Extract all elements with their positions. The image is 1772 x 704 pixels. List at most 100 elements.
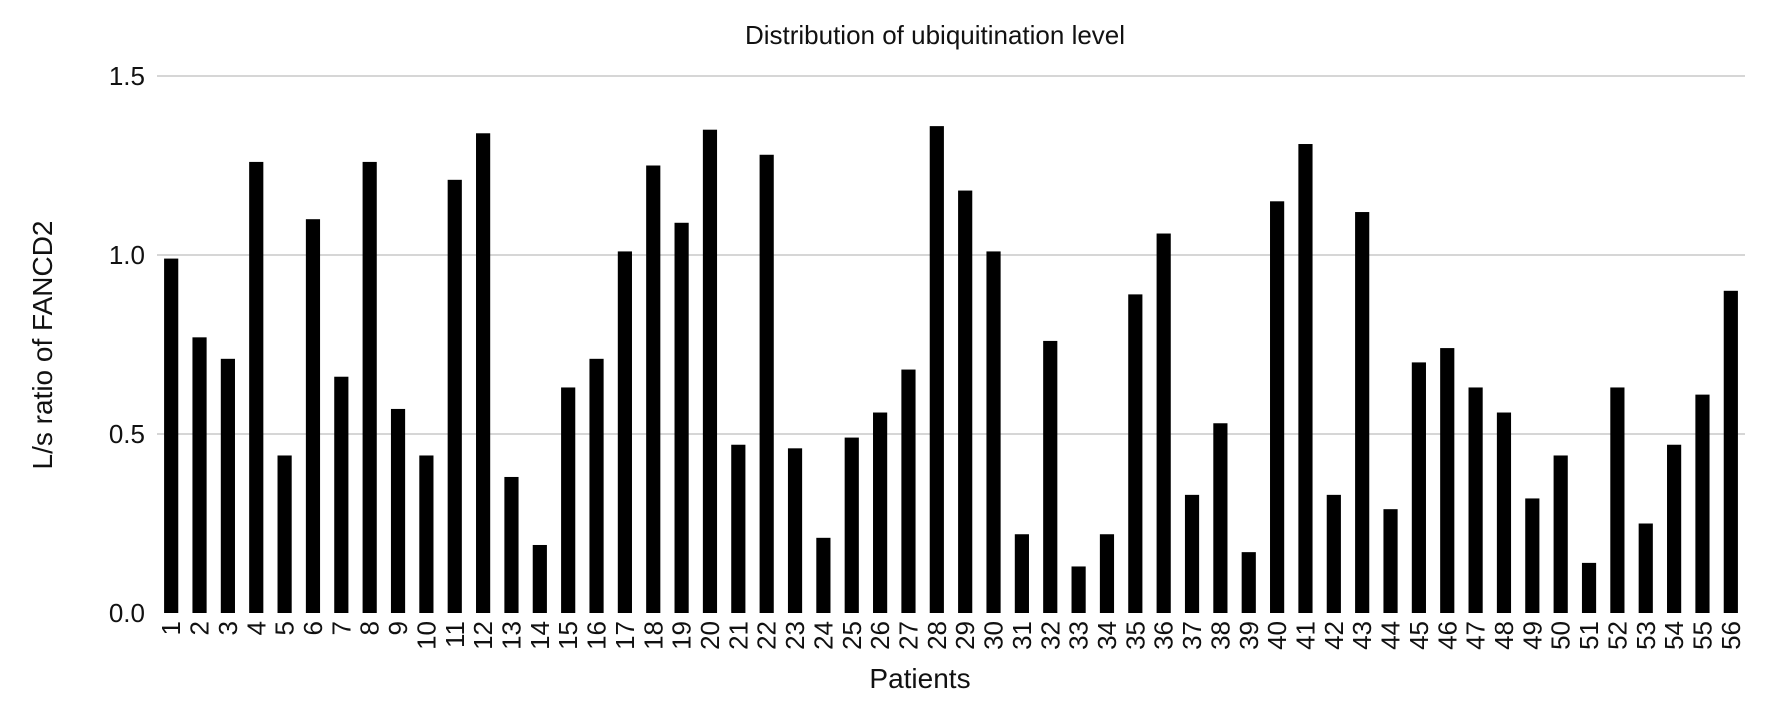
x-tick-label: 35 bbox=[1120, 621, 1150, 650]
x-tick-label: 30 bbox=[979, 621, 1009, 650]
x-tick-label: 7 bbox=[326, 621, 356, 635]
bar-patient-28 bbox=[929, 126, 944, 614]
x-tick-label: 54 bbox=[1659, 621, 1689, 650]
x-tick-label: 55 bbox=[1687, 621, 1717, 650]
x-tick-label: 25 bbox=[837, 621, 867, 650]
bar-patient-41 bbox=[1298, 144, 1313, 613]
bar-patient-50 bbox=[1553, 455, 1568, 613]
x-tick-label: 13 bbox=[496, 621, 526, 650]
x-tick-label: 10 bbox=[411, 621, 441, 650]
x-tick-label: 1 bbox=[156, 621, 186, 635]
bar-patient-25 bbox=[844, 437, 859, 613]
bar-patient-36 bbox=[1156, 233, 1171, 613]
x-tick-label: 40 bbox=[1262, 621, 1292, 650]
bar-patient-10 bbox=[419, 455, 434, 613]
x-tick-label: 14 bbox=[525, 621, 555, 650]
x-tick-label: 16 bbox=[582, 621, 612, 650]
bar-patient-37 bbox=[1184, 494, 1200, 613]
bar-patient-23 bbox=[787, 448, 803, 613]
bar-patient-49 bbox=[1525, 498, 1540, 613]
x-tick-label: 15 bbox=[553, 621, 583, 650]
x-tick-label: 24 bbox=[808, 621, 838, 650]
bar-patient-13 bbox=[504, 476, 519, 613]
x-tick-label: 31 bbox=[1007, 621, 1037, 650]
x-tick-label: 33 bbox=[1064, 621, 1094, 650]
x-tick-label: 3 bbox=[213, 621, 243, 635]
x-tick-label: 4 bbox=[241, 621, 271, 635]
y-axis-label: L/s ratio of FANCD2 bbox=[27, 221, 58, 470]
x-tick-label: 2 bbox=[185, 621, 215, 635]
y-tick-label: 1.5 bbox=[109, 61, 145, 91]
x-tick-label: 6 bbox=[298, 621, 328, 635]
bar-patient-52 bbox=[1610, 387, 1625, 613]
bar-patient-3 bbox=[220, 358, 235, 613]
x-tick-label: 37 bbox=[1177, 621, 1207, 650]
bar-patient-45 bbox=[1411, 362, 1426, 613]
x-axis-ticks: 1234567891011121314151617181920212223242… bbox=[156, 621, 1746, 650]
bar-patient-8 bbox=[362, 161, 377, 614]
x-tick-label: 23 bbox=[780, 621, 810, 650]
x-tick-label: 51 bbox=[1574, 621, 1604, 650]
bar-patient-44 bbox=[1383, 509, 1398, 613]
x-tick-label: 53 bbox=[1631, 621, 1661, 650]
bar-patient-31 bbox=[1014, 534, 1029, 613]
bar-patient-39 bbox=[1241, 552, 1256, 613]
bar-patient-51 bbox=[1581, 562, 1597, 613]
x-tick-label: 36 bbox=[1149, 621, 1179, 650]
y-tick-label: 0.5 bbox=[109, 419, 145, 449]
x-tick-label: 12 bbox=[468, 621, 498, 650]
bar-patient-43 bbox=[1355, 212, 1370, 614]
bar-patient-24 bbox=[816, 537, 831, 613]
bar-patient-17 bbox=[617, 251, 632, 614]
bar-patient-1 bbox=[164, 258, 179, 613]
bar-patient-15 bbox=[561, 387, 576, 613]
x-tick-label: 9 bbox=[383, 621, 413, 635]
bar-patient-20 bbox=[702, 129, 718, 613]
x-tick-label: 42 bbox=[1319, 621, 1349, 650]
bar-patient-55 bbox=[1695, 394, 1710, 613]
x-tick-label: 26 bbox=[865, 621, 895, 650]
x-tick-label: 38 bbox=[1205, 621, 1235, 650]
x-tick-label: 56 bbox=[1716, 621, 1746, 650]
bar-patient-14 bbox=[532, 544, 547, 613]
bar-patient-16 bbox=[589, 358, 604, 613]
bar-patient-11 bbox=[447, 179, 462, 613]
x-tick-label: 17 bbox=[610, 621, 640, 650]
bar-patient-6 bbox=[305, 219, 321, 613]
x-tick-label: 34 bbox=[1092, 621, 1122, 650]
bar-patient-21 bbox=[731, 444, 746, 613]
x-axis-label: Patients bbox=[869, 663, 970, 694]
x-tick-label: 19 bbox=[667, 621, 697, 650]
bar-patient-40 bbox=[1270, 201, 1285, 614]
x-tick-label: 52 bbox=[1602, 621, 1632, 650]
bar-patient-42 bbox=[1326, 494, 1341, 613]
x-tick-label: 47 bbox=[1461, 621, 1491, 650]
y-axis-ticks: 0.0 0.5 1.0 1.5 bbox=[109, 61, 145, 628]
x-tick-label: 46 bbox=[1432, 621, 1462, 650]
x-tick-label: 22 bbox=[752, 621, 782, 650]
bar-patient-48 bbox=[1496, 412, 1512, 613]
x-tick-label: 5 bbox=[270, 621, 300, 635]
bar-patient-34 bbox=[1099, 534, 1115, 613]
bar-patient-9 bbox=[390, 408, 406, 613]
y-tick-label: 0.0 bbox=[109, 598, 145, 628]
x-tick-label: 50 bbox=[1546, 621, 1576, 650]
bar-patient-38 bbox=[1213, 423, 1228, 613]
x-tick-label: 28 bbox=[922, 621, 952, 650]
x-tick-label: 18 bbox=[638, 621, 668, 650]
bar-patient-5 bbox=[277, 455, 292, 613]
bar-patient-27 bbox=[901, 369, 916, 613]
bar-patient-2 bbox=[192, 337, 207, 613]
bar-patient-12 bbox=[476, 133, 491, 613]
x-tick-label: 41 bbox=[1290, 621, 1320, 650]
bar-patient-18 bbox=[646, 165, 661, 613]
bar-patient-26 bbox=[873, 412, 888, 613]
x-tick-label: 44 bbox=[1376, 621, 1406, 650]
x-tick-label: 39 bbox=[1234, 621, 1264, 650]
x-tick-label: 48 bbox=[1489, 621, 1519, 650]
gridlines bbox=[157, 75, 1745, 435]
bar-patient-22 bbox=[759, 154, 774, 613]
x-tick-label: 49 bbox=[1517, 621, 1547, 650]
chart-title: Distribution of ubiquitination level bbox=[745, 20, 1125, 50]
